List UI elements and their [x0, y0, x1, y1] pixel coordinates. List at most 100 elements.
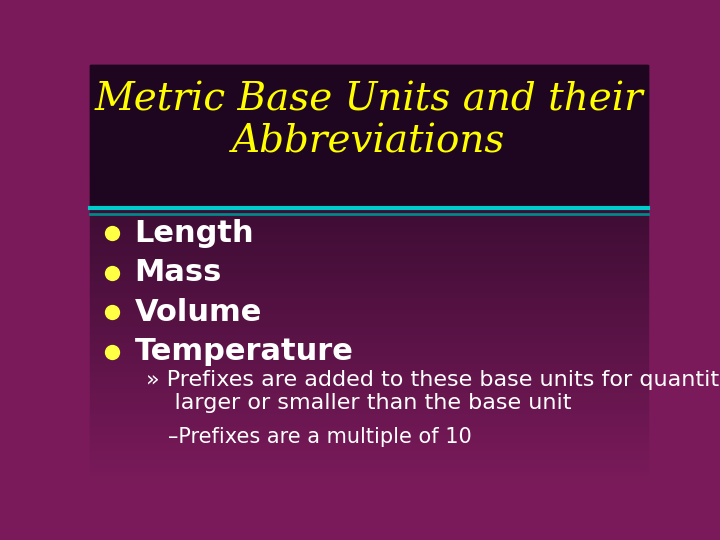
Bar — [90, 219, 648, 223]
Bar — [90, 289, 648, 294]
Bar — [90, 414, 648, 418]
Bar — [90, 335, 648, 339]
Bar — [90, 356, 648, 360]
Bar — [90, 294, 648, 298]
Bar — [90, 268, 648, 273]
Bar — [90, 306, 648, 310]
Bar — [90, 281, 648, 285]
Bar — [90, 422, 648, 427]
Bar — [90, 156, 648, 160]
Bar — [90, 136, 648, 140]
Bar — [90, 402, 648, 406]
Bar — [90, 381, 648, 385]
Bar — [90, 277, 648, 281]
Bar — [90, 393, 648, 397]
Bar — [90, 119, 648, 123]
Bar — [90, 435, 648, 439]
Bar — [90, 285, 648, 289]
Bar — [90, 397, 648, 402]
Bar — [90, 102, 648, 106]
Bar — [90, 431, 648, 435]
Bar — [90, 214, 648, 219]
Bar — [90, 114, 648, 119]
Bar — [90, 131, 648, 136]
Bar — [90, 298, 648, 302]
Bar — [90, 368, 648, 373]
Bar — [90, 198, 648, 202]
Bar — [90, 310, 648, 314]
Bar — [90, 464, 648, 468]
Bar — [90, 123, 648, 127]
Bar — [90, 227, 648, 231]
Bar — [90, 439, 648, 443]
Bar — [90, 468, 648, 472]
Bar — [90, 239, 648, 244]
Bar — [90, 302, 648, 306]
Bar — [90, 248, 648, 252]
Bar — [90, 65, 648, 208]
Bar — [90, 451, 648, 456]
Text: Metric Base Units and their
Abbreviations: Metric Base Units and their Abbreviation… — [94, 81, 644, 161]
Bar — [90, 443, 648, 447]
Bar — [90, 160, 648, 165]
Text: Volume: Volume — [135, 298, 262, 327]
Bar — [90, 476, 648, 481]
Bar — [90, 472, 648, 476]
Bar — [90, 77, 648, 82]
Bar — [90, 385, 648, 389]
Bar — [90, 210, 648, 214]
Bar — [90, 339, 648, 343]
Bar — [90, 94, 648, 98]
Bar — [90, 322, 648, 327]
Bar — [90, 65, 648, 69]
Bar — [90, 144, 648, 148]
Bar — [90, 106, 648, 111]
Bar — [90, 460, 648, 464]
Bar — [90, 260, 648, 265]
Bar — [90, 360, 648, 364]
Bar — [90, 73, 648, 77]
Bar — [90, 206, 648, 210]
Bar — [90, 140, 648, 144]
Bar — [90, 148, 648, 152]
Bar — [90, 185, 648, 190]
Bar — [90, 190, 648, 194]
Bar — [90, 82, 648, 85]
Bar — [90, 168, 648, 173]
Bar — [90, 85, 648, 90]
Bar — [90, 314, 648, 319]
Text: –Prefixes are a multiple of 10: –Prefixes are a multiple of 10 — [168, 427, 472, 447]
Bar — [90, 90, 648, 94]
Bar — [90, 343, 648, 348]
Bar — [90, 348, 648, 352]
Bar — [90, 265, 648, 268]
Text: Mass: Mass — [135, 258, 222, 287]
Bar — [90, 69, 648, 73]
Bar — [90, 410, 648, 414]
Bar — [90, 377, 648, 381]
Bar — [90, 256, 648, 260]
Text: » Prefixes are added to these base units for quantities
    larger or smaller th: » Prefixes are added to these base units… — [145, 369, 720, 413]
Bar — [90, 331, 648, 335]
Bar — [90, 327, 648, 331]
Bar — [90, 231, 648, 235]
Bar — [90, 319, 648, 322]
Bar — [90, 177, 648, 181]
Bar — [90, 364, 648, 368]
Bar — [90, 244, 648, 248]
Bar — [90, 373, 648, 377]
Bar — [90, 389, 648, 393]
Bar — [90, 165, 648, 168]
Bar — [90, 427, 648, 431]
Bar — [90, 202, 648, 206]
Bar — [90, 447, 648, 451]
Text: Length: Length — [135, 219, 254, 248]
Bar — [90, 111, 648, 114]
Bar — [90, 456, 648, 460]
Bar — [90, 181, 648, 185]
Bar — [90, 223, 648, 227]
Bar — [90, 252, 648, 256]
Bar — [90, 418, 648, 422]
Bar — [90, 127, 648, 131]
Bar — [90, 98, 648, 102]
